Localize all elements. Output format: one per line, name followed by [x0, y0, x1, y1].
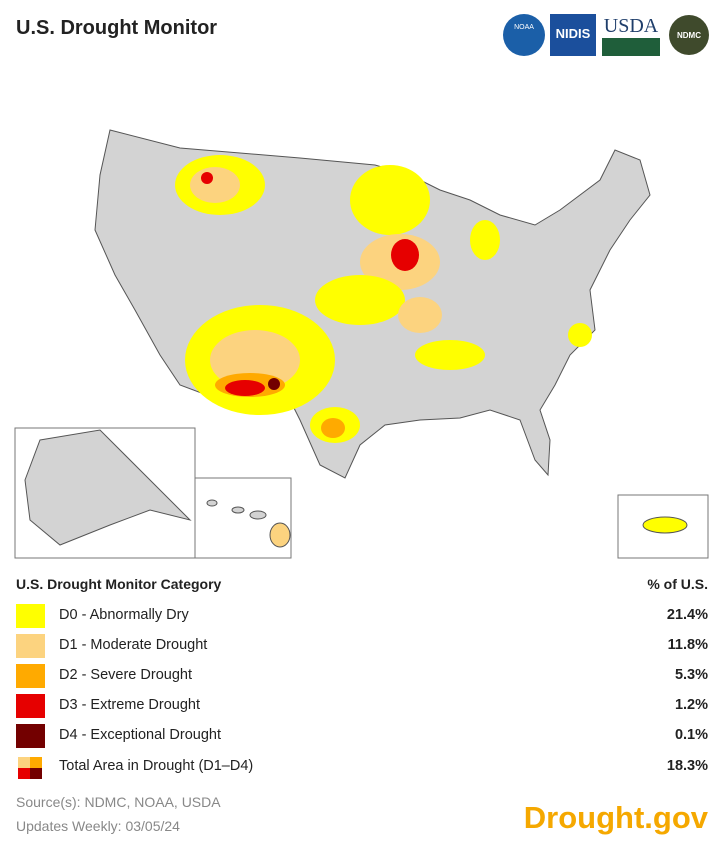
logos: NOAA NIDIS USDA NDMC — [503, 14, 709, 56]
swatch — [16, 634, 45, 658]
island — [206, 499, 218, 507]
title: U.S. Drought Monitor — [16, 17, 218, 39]
percent-header: % of U.S. — [647, 576, 708, 592]
legend-label: D0 - Abnormally Dry — [59, 607, 189, 623]
puerto-rico — [642, 516, 688, 534]
nidis-logo — [550, 14, 596, 56]
legend-header: U.S. Drought Monitor Category — [16, 576, 222, 592]
drought-area — [268, 378, 280, 390]
drought-area — [350, 165, 430, 235]
legend-row: D2 - Severe Drought 5.3% — [0, 662, 724, 690]
swatch — [16, 604, 45, 628]
swatch — [16, 724, 45, 748]
noaa-logo — [503, 14, 545, 56]
legend-label: D2 - Severe Drought — [59, 667, 192, 683]
logo-text: USDA — [604, 15, 659, 37]
pr-inset — [617, 494, 709, 559]
island — [269, 522, 291, 548]
drought-area — [321, 418, 345, 438]
drought-area — [398, 297, 442, 333]
drought-area — [415, 340, 485, 370]
map: NOAA NIDIS USDA NDMC — [14, 14, 709, 559]
swatch-part — [18, 768, 30, 779]
swatch — [16, 664, 45, 688]
legend-percent: 0.1% — [674, 727, 708, 743]
hawaii — [206, 499, 291, 548]
swatch — [18, 757, 42, 779]
swatch — [16, 694, 45, 718]
updated: Updates Weekly: 03/05/24 — [16, 818, 180, 834]
hawaii-inset — [194, 477, 292, 559]
drought-area — [201, 172, 213, 184]
logo-text: NDMC — [677, 31, 701, 40]
ndmc-logo — [669, 15, 709, 55]
legend-label: D4 - Exceptional Drought — [59, 727, 221, 743]
island — [249, 510, 267, 520]
legend-percent: 5.3% — [674, 667, 708, 683]
legend-percent: 1.2% — [674, 697, 708, 713]
brand: Drought.gov — [523, 800, 708, 835]
legend-label: Total Area in Drought (D1–D4) — [59, 758, 254, 774]
legend-row: Total Area in Drought (D1–D4) 18.3% — [0, 753, 724, 781]
legend-row: D4 - Exceptional Drought 0.1% — [0, 722, 724, 750]
island — [231, 506, 245, 514]
legend-row: D3 - Extreme Drought 1.2% — [0, 692, 724, 720]
swatch-part — [30, 768, 42, 779]
swatch-part — [30, 757, 42, 768]
legend-row: D0 - Abnormally Dry 21.4% — [0, 602, 724, 630]
legend-percent: 21.4% — [666, 607, 708, 623]
legend-percent: 11.8% — [667, 637, 708, 653]
drought-area — [568, 323, 592, 347]
drought-area — [190, 167, 240, 203]
legend-label: D1 - Moderate Drought — [59, 637, 208, 653]
drought-area — [391, 239, 419, 271]
legend-percent: 18.3% — [666, 758, 708, 774]
legend-label: D3 - Extreme Drought — [59, 697, 201, 713]
legend-row: D1 - Moderate Drought 11.8% — [0, 632, 724, 660]
logo-text: NIDIS — [556, 26, 591, 41]
source: Source(s): NDMC, NOAA, USDA — [16, 794, 221, 810]
drought-area — [225, 380, 265, 396]
drought-area — [470, 220, 500, 260]
drought-areas — [175, 155, 592, 443]
drought-area — [315, 275, 405, 325]
logo-text: NOAA — [514, 24, 534, 31]
alaska — [24, 429, 192, 546]
swatch-part — [18, 757, 30, 768]
usda-logo — [602, 38, 660, 56]
